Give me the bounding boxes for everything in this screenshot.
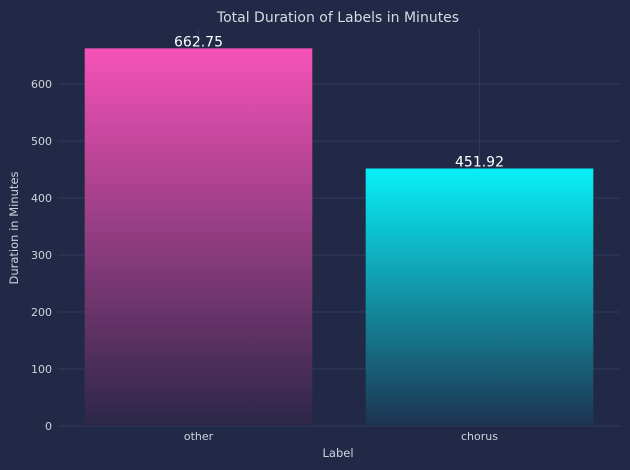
- x-tick-label-chorus: chorus: [461, 430, 498, 443]
- data-label-chorus: 451.92: [455, 155, 504, 171]
- data-label-other: 662.75: [174, 34, 223, 50]
- y-tick-label: 500: [31, 135, 52, 148]
- bars-group: [84, 48, 594, 426]
- y-tick-label: 200: [31, 306, 52, 319]
- chart-title: Total Duration of Labels in Minutes: [216, 10, 459, 26]
- x-tick-label-other: other: [184, 430, 214, 443]
- y-tick-label: 300: [31, 249, 52, 262]
- y-axis-title: Duration in Minutes: [7, 171, 21, 284]
- bar-other: [84, 48, 313, 426]
- y-axis-ticks: 0 100 200 300 400 500 600: [31, 78, 52, 433]
- y-tick-label: 100: [31, 363, 52, 376]
- data-labels-group: 662.75 451.92: [174, 34, 504, 170]
- y-tick-label: 600: [31, 78, 52, 91]
- x-axis-title: Label: [322, 446, 353, 460]
- y-tick-label: 400: [31, 192, 52, 205]
- y-tick-label: 0: [45, 420, 52, 433]
- bar-chorus: [365, 168, 594, 426]
- x-axis-ticks: other chorus: [184, 430, 498, 443]
